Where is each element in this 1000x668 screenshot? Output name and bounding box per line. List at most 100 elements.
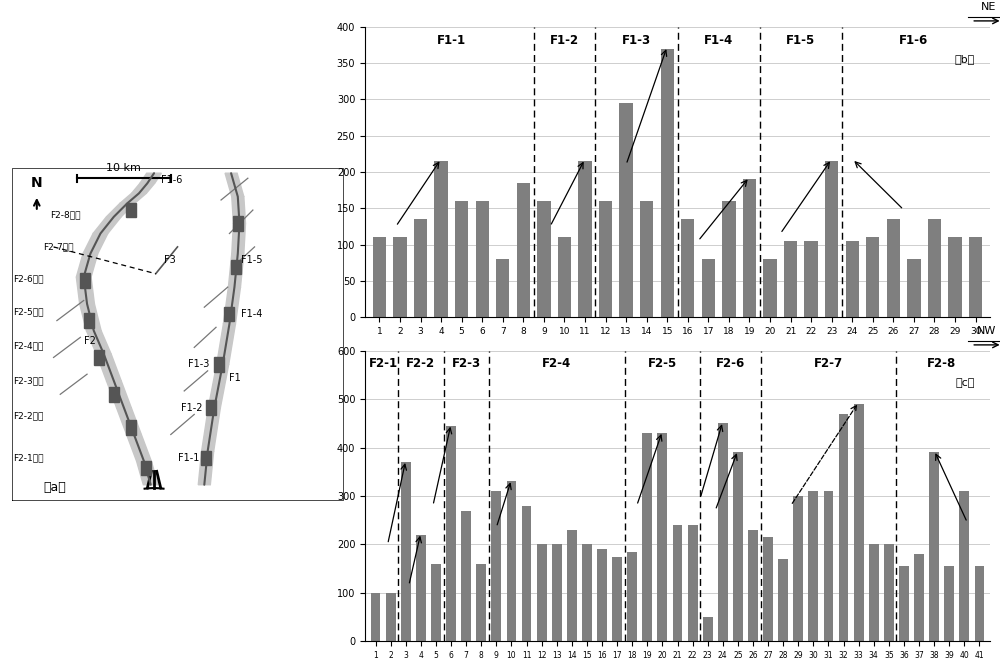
Bar xyxy=(491,491,501,641)
Polygon shape xyxy=(76,277,94,304)
Bar xyxy=(975,566,984,641)
Text: F2-4: F2-4 xyxy=(542,357,571,369)
Polygon shape xyxy=(127,434,151,462)
Polygon shape xyxy=(198,452,214,485)
Text: F2-2: F2-2 xyxy=(406,357,435,369)
Bar xyxy=(703,617,713,641)
Bar xyxy=(808,491,818,641)
Polygon shape xyxy=(117,407,141,434)
Bar xyxy=(907,259,921,317)
Bar xyxy=(948,237,962,317)
Bar xyxy=(884,544,894,641)
Bar xyxy=(763,537,773,641)
Bar xyxy=(824,491,833,641)
Text: F2-3: F2-3 xyxy=(452,357,481,369)
Bar xyxy=(854,404,864,641)
Text: 10 km: 10 km xyxy=(106,163,141,173)
Polygon shape xyxy=(80,304,101,331)
Text: F3: F3 xyxy=(164,255,176,265)
Text: （a）: （a） xyxy=(44,482,66,494)
Bar xyxy=(928,219,941,317)
Bar xyxy=(804,241,818,317)
Bar xyxy=(84,313,94,328)
Bar xyxy=(446,426,456,641)
Polygon shape xyxy=(86,331,111,354)
Text: F2-5: F2-5 xyxy=(648,357,677,369)
Bar xyxy=(461,510,471,641)
Bar xyxy=(748,530,758,641)
Polygon shape xyxy=(93,216,121,234)
Polygon shape xyxy=(137,462,158,485)
Text: F1-5: F1-5 xyxy=(786,34,815,47)
Bar xyxy=(496,259,509,317)
Bar xyxy=(233,216,243,231)
Bar xyxy=(929,452,939,641)
Polygon shape xyxy=(223,287,240,324)
Text: NE: NE xyxy=(981,2,996,12)
Text: F2-8张扭: F2-8张扭 xyxy=(50,210,81,220)
Text: F2-8: F2-8 xyxy=(927,357,956,369)
Text: F2-6压扭: F2-6压扭 xyxy=(13,275,44,283)
Bar xyxy=(866,237,879,317)
Text: F1-5: F1-5 xyxy=(241,255,263,265)
Bar xyxy=(94,350,104,365)
Bar xyxy=(793,496,803,641)
Text: F1-6: F1-6 xyxy=(161,175,182,185)
Bar xyxy=(416,534,426,641)
Bar xyxy=(722,201,736,317)
Bar xyxy=(599,201,612,317)
Bar xyxy=(214,357,224,371)
Polygon shape xyxy=(132,183,155,193)
Bar xyxy=(869,544,879,641)
Bar xyxy=(778,559,788,641)
Polygon shape xyxy=(106,381,131,407)
Bar xyxy=(455,201,468,317)
Bar xyxy=(401,462,411,641)
Text: NW: NW xyxy=(977,326,996,336)
Polygon shape xyxy=(208,364,229,407)
Bar xyxy=(537,544,547,641)
Bar xyxy=(627,552,637,641)
Bar xyxy=(846,241,859,317)
Text: F2-3张扭: F2-3张扭 xyxy=(13,376,44,385)
Text: F1: F1 xyxy=(229,373,241,383)
Bar xyxy=(126,202,136,217)
Text: N: N xyxy=(31,176,43,190)
Bar xyxy=(640,201,653,317)
Bar xyxy=(522,506,531,641)
Bar xyxy=(582,544,592,641)
Bar xyxy=(567,530,577,641)
Bar xyxy=(969,237,982,317)
Bar xyxy=(431,564,441,641)
Bar xyxy=(206,400,216,415)
Text: F1-3: F1-3 xyxy=(188,359,209,369)
Text: F1-2: F1-2 xyxy=(181,403,202,413)
Bar xyxy=(733,452,743,641)
Bar xyxy=(718,424,728,641)
Bar xyxy=(661,49,674,317)
Bar xyxy=(224,307,234,321)
Bar xyxy=(784,241,797,317)
Text: F1-6: F1-6 xyxy=(899,34,929,47)
Bar xyxy=(476,201,489,317)
Bar xyxy=(597,549,607,641)
Bar xyxy=(944,566,954,641)
Text: F2-5张扭: F2-5张扭 xyxy=(13,308,44,317)
Polygon shape xyxy=(202,407,220,452)
Bar xyxy=(517,183,530,317)
Bar xyxy=(507,482,516,641)
Bar xyxy=(201,451,211,466)
Polygon shape xyxy=(232,196,246,224)
Bar xyxy=(899,566,909,641)
Bar xyxy=(642,433,652,641)
Polygon shape xyxy=(83,234,108,254)
Bar xyxy=(552,544,562,641)
Text: F2-7张扭: F2-7张扭 xyxy=(44,242,74,251)
Bar xyxy=(743,179,756,317)
Bar xyxy=(702,259,715,317)
Text: F1-1: F1-1 xyxy=(437,34,466,47)
Polygon shape xyxy=(228,254,244,287)
Polygon shape xyxy=(225,173,244,196)
Bar xyxy=(887,219,900,317)
Bar xyxy=(763,259,777,317)
